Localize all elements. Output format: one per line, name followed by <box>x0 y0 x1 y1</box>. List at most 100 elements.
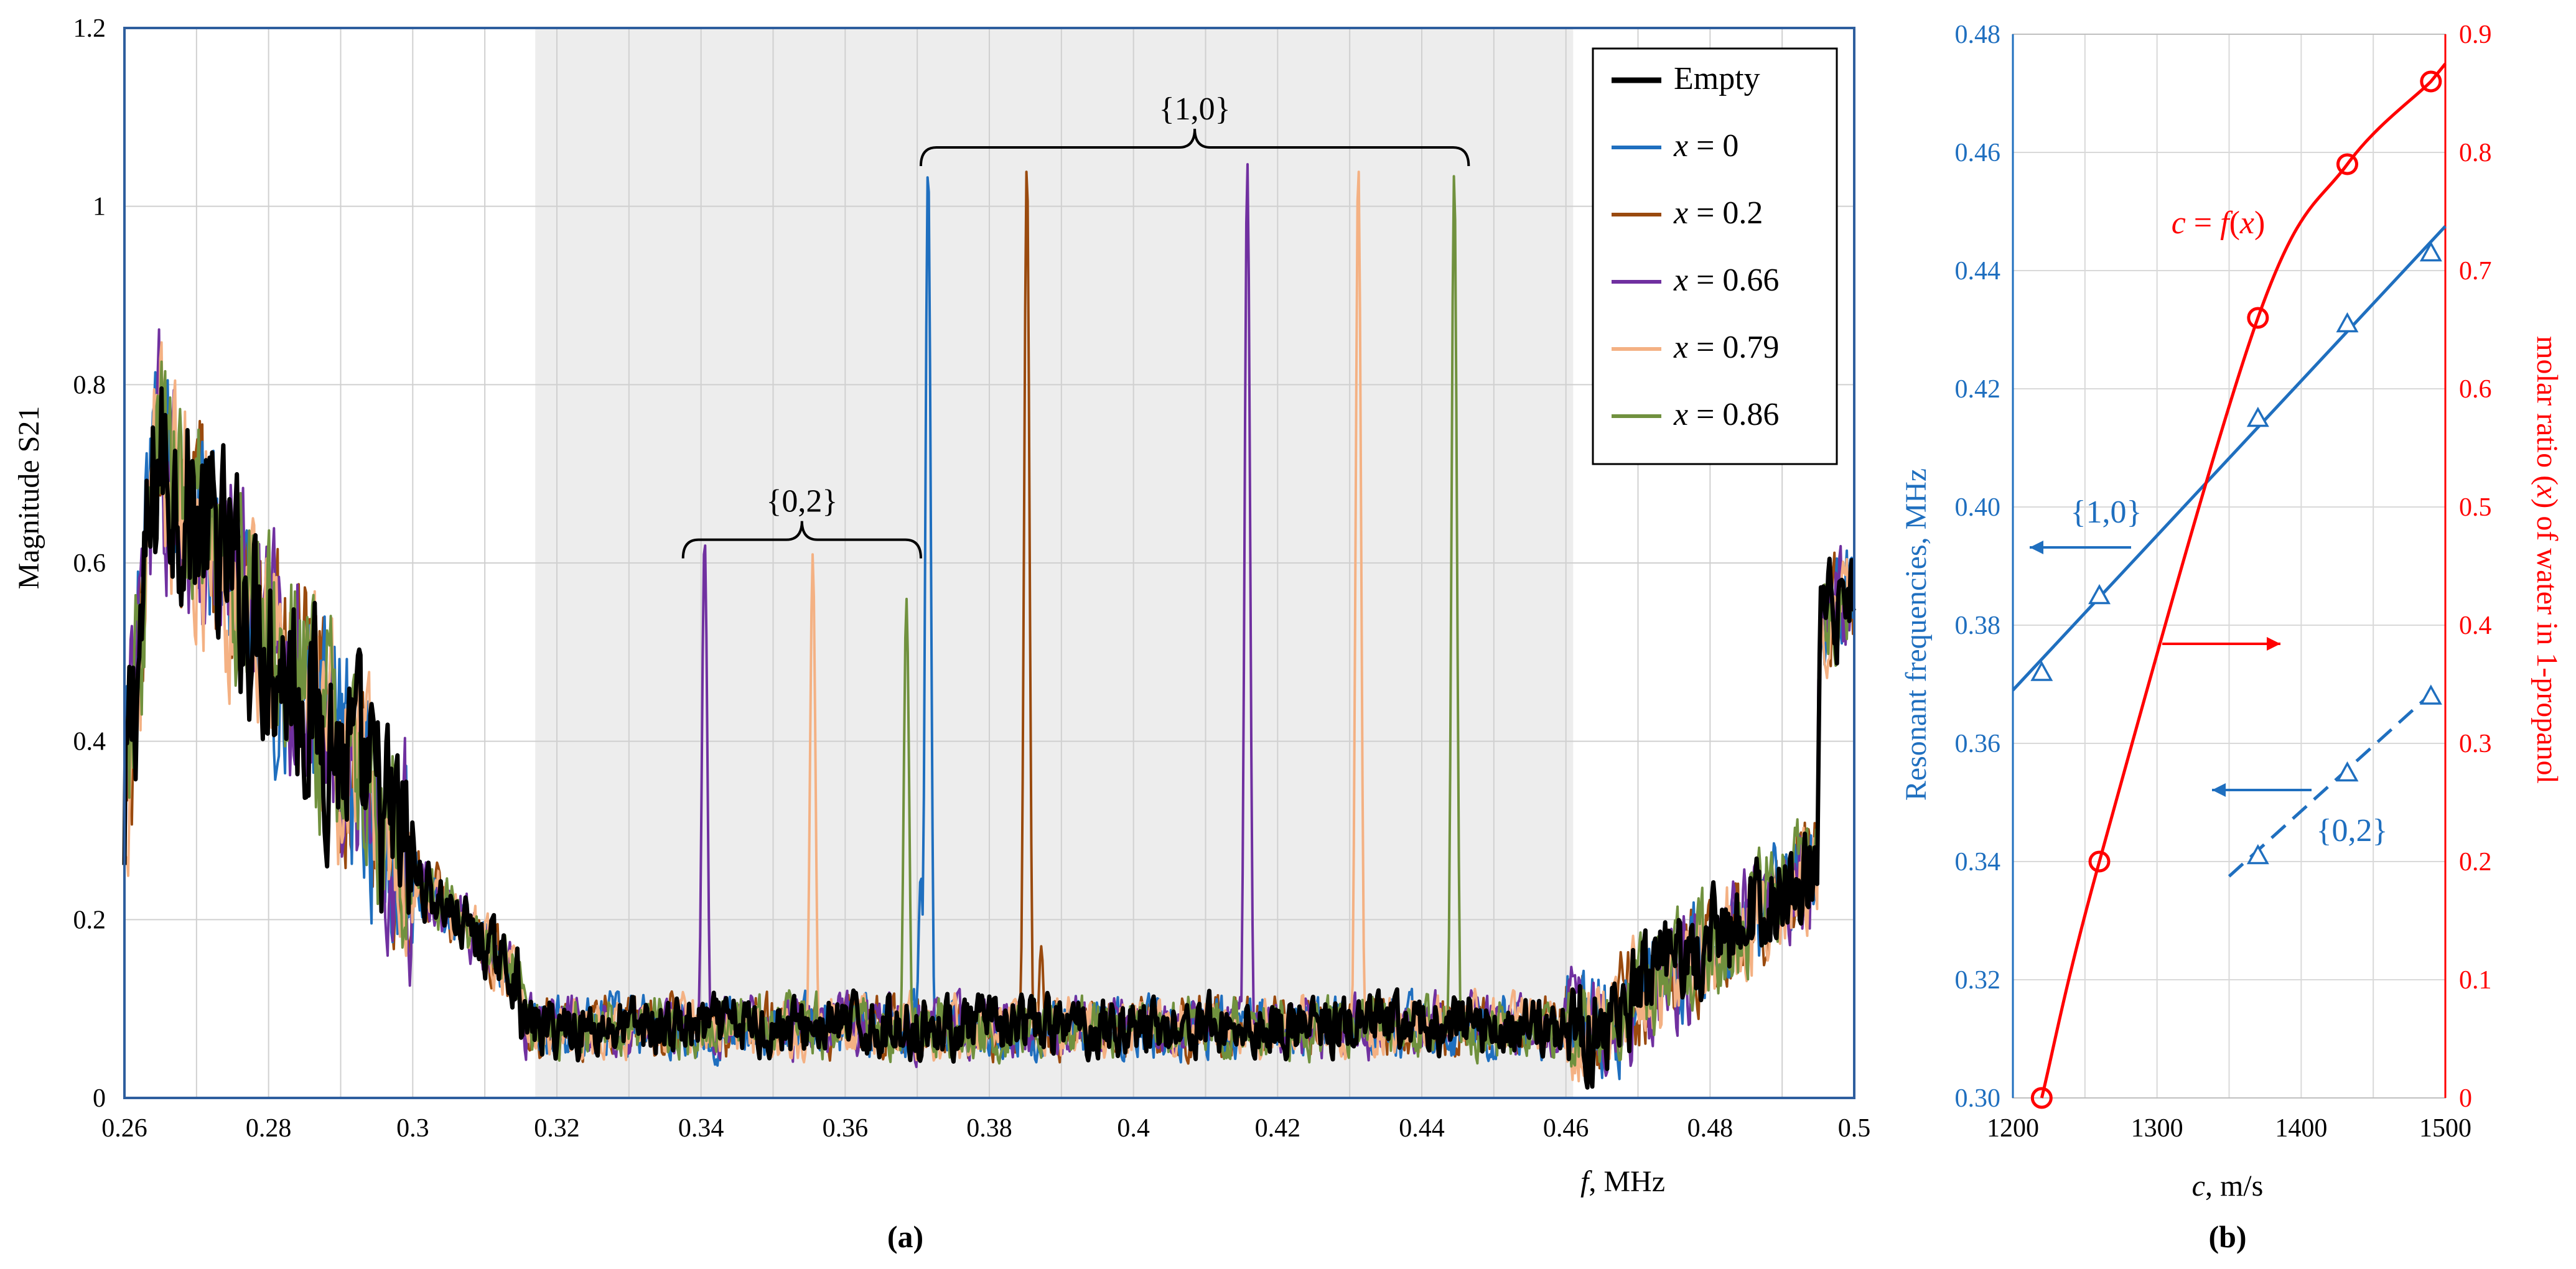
left-y-axis-title: Resonant frequencies, MHz <box>1900 468 1933 801</box>
annotation-0-2: {0,2} <box>2317 813 2388 848</box>
panel-a: 0 0.2 0.4 0.6 0.8 1 1.2 0.26 0.28 0.3 0.32 0.34 0.3… <box>12 14 1870 1254</box>
left-y-tick-labels: 0.30 0.32 0.34 0.36 0.38 0.40 0.42 0.44 0.46 0.48 <box>1955 21 2001 1113</box>
triangle-marker <box>2336 312 2359 333</box>
annotation-c-fx: c = f(x) <box>2172 205 2266 241</box>
left-y-tick-label: 0.42 <box>1955 375 2001 404</box>
panel-label-b: (b) <box>2208 1219 2246 1254</box>
y-tick-label: 0 <box>93 1084 106 1113</box>
x-tick-label: 0.32 <box>534 1114 580 1143</box>
left-y-tick-label: 0.46 <box>1955 139 2001 167</box>
bracket-label-1-0: {1,0} <box>1159 91 1231 127</box>
legend-val: = 0.66 <box>1688 263 1779 298</box>
bracket-annotations: {1,0} {0,2} <box>681 91 1470 559</box>
legend-entry: x = 0.86 <box>1673 397 1779 432</box>
left-y-tick-label: 0.48 <box>1955 21 2001 49</box>
circle-marker <box>2030 1087 2053 1109</box>
right-y-tick-label: 0.7 <box>2459 257 2492 286</box>
x-axis-title-b: c, m/s <box>2192 1169 2264 1202</box>
triangle-marker <box>2246 406 2269 427</box>
x-axis-unit: , MHz <box>1589 1165 1665 1198</box>
y-tick-label: 0.8 <box>73 371 106 399</box>
left-y-tick-label: 0.30 <box>1955 1084 2001 1113</box>
x-tick-label: 0.28 <box>246 1114 292 1143</box>
legend-entry: x = 0.66 <box>1673 263 1779 298</box>
left-y-tick-label: 0.40 <box>1955 493 2001 522</box>
right-y-axis-title: molar ratio (x) of water in 1-propanol <box>2531 336 2564 784</box>
y-tick-label: 0.6 <box>73 549 106 578</box>
x-tick-label: 0.46 <box>1543 1114 1589 1143</box>
panel-label-a: (a) <box>887 1219 923 1254</box>
series-b <box>2012 62 2447 1109</box>
arrow-c-head <box>2267 637 2280 651</box>
legend-entry: x = 0 <box>1673 128 1738 164</box>
bracket-label-0-2: {0,2} <box>766 484 838 519</box>
triangle-marker <box>2419 241 2442 262</box>
left-y-tick-label: 0.34 <box>1955 848 2001 876</box>
triangle-marker <box>2246 844 2269 865</box>
right-y-tick-label: 0.3 <box>2459 730 2492 758</box>
x-tick-label: 0.5 <box>1838 1114 1871 1143</box>
circle-marker <box>2247 307 2269 329</box>
fit-curve <box>2040 62 2447 1099</box>
right-y-tick-labels: 0 0.1 0.2 0.3 0.4 0.5 0.6 0.7 0.8 0.9 <box>2459 21 2492 1113</box>
x-axis-title: f, MHz <box>1580 1165 1665 1198</box>
right-y-tick-label: 0.1 <box>2459 966 2492 995</box>
legend-val: = 0.86 <box>1688 397 1779 432</box>
x-tick-label-b: 1500 <box>2419 1114 2471 1143</box>
legend-entry: Empty <box>1674 61 1760 96</box>
x-tick-labels-b: 1200 1300 1400 1500 <box>1987 1114 2471 1143</box>
legend-var: x <box>1673 397 1688 432</box>
legend-var: x <box>1673 195 1688 231</box>
x-tick-label: 0.26 <box>101 1114 147 1143</box>
right-y-tick-label: 0.5 <box>2459 493 2492 522</box>
annotation-1-0: {1,0} <box>2071 495 2142 530</box>
right-y-tick-label: 0.2 <box>2459 848 2492 876</box>
circle-marker <box>2420 70 2442 93</box>
left-y-tick-label: 0.36 <box>1955 730 2001 758</box>
triangle-marker <box>2336 761 2359 782</box>
x-tick-label: 0.42 <box>1255 1114 1301 1143</box>
legend-entry: x = 0.79 <box>1673 330 1779 365</box>
x-tick-label-b: 1300 <box>2131 1114 2183 1143</box>
x-tick-label-b: 1200 <box>1987 1114 2039 1143</box>
y-tick-labels: 0 0.2 0.4 0.6 0.8 1 1.2 <box>73 14 106 1113</box>
x-tick-label: 0.44 <box>1399 1114 1445 1143</box>
x-tick-label: 0.48 <box>1687 1114 1734 1143</box>
plot-frame <box>123 27 1855 1099</box>
triangle-marker <box>2088 583 2111 605</box>
bracket-1-0 <box>919 128 1470 167</box>
legend-val: = 0.79 <box>1688 330 1779 365</box>
triangle-marker <box>2030 661 2053 681</box>
x-tick-labels: 0.26 0.28 0.3 0.32 0.34 0.36 0.38 0.4 0.42 0.44 0.… <box>101 1114 1870 1143</box>
left-y-tick-label: 0.38 <box>1955 611 2001 640</box>
legend-var: x <box>1673 330 1688 365</box>
legend-val: = 0 <box>1688 128 1738 164</box>
bracket-0-2 <box>681 521 922 559</box>
right-y-tick-label: 0.8 <box>2459 139 2492 167</box>
panel-b: 0.300.320.340.360.380.400.420.440.460.48… <box>1900 21 2564 1254</box>
right-y-tick-label: 0.9 <box>2459 21 2492 49</box>
legend-box <box>1592 47 1838 465</box>
x-tick-label-b: 1400 <box>2275 1114 2327 1143</box>
legend-entry: x = 0.2 <box>1673 195 1763 231</box>
y-tick-label: 1.2 <box>73 14 106 43</box>
fit-line <box>2228 686 2440 878</box>
series-line-empty <box>122 386 1857 1090</box>
x-tick-label: 0.34 <box>678 1114 724 1143</box>
arrow-1-0-head <box>2030 541 2043 554</box>
legend-val: = 0.2 <box>1688 195 1763 231</box>
x-tick-label: 0.4 <box>1117 1114 1150 1143</box>
fit-line <box>2012 225 2447 692</box>
legend-var: x <box>1673 128 1688 164</box>
circle-marker <box>2088 850 2111 873</box>
right-y-tick-label: 0 <box>2459 1084 2472 1113</box>
circle-marker <box>2336 153 2358 175</box>
arrow-0-2-head <box>2212 783 2226 797</box>
x-tick-label: 0.36 <box>823 1114 869 1143</box>
x-tick-label: 0.3 <box>396 1114 429 1143</box>
y-tick-label: 0.4 <box>73 728 106 756</box>
y-axis-title: Magnitude S21 <box>12 406 45 590</box>
y-tick-label: 0.2 <box>73 906 106 934</box>
y-tick-label: 1 <box>93 193 106 221</box>
